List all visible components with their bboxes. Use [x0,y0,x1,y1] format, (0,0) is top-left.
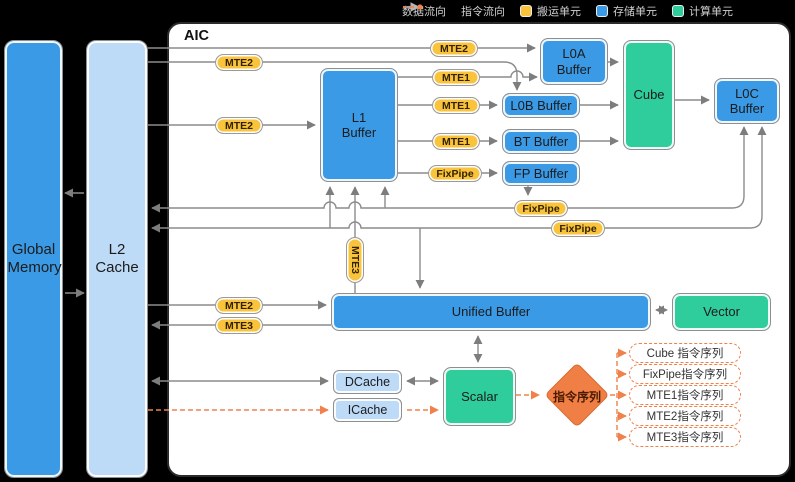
fixpipe-pill-out2: FixPipe [551,220,605,237]
mte1-pill-l0a: MTE1 [432,69,480,86]
compute-unit-swatch [672,5,684,17]
mte2-pill-l0b: MTE2 [215,54,263,71]
storage-unit-swatch [596,5,608,17]
icache-label: ICache [347,402,388,417]
legend-item-transfer-unit: 搬运单元 [520,3,581,19]
cube-label: Cube [633,87,665,103]
l0a-buffer-box: L0A Buffer [540,38,608,85]
global-memory-label: Global Memory [7,241,62,276]
legend-item-compute-unit: 计算单元 [672,3,733,19]
mte3-instruction-queue: MTE3指令序列 [629,427,741,447]
edge-l0c-fixpipe2 [605,126,767,229]
unified-buffer-label: Unified Buffer [451,304,531,320]
cube-box: Cube [623,40,675,150]
mte3-pill-l1: MTE3 [346,237,364,283]
legend-item-storage-unit: 存储单元 [596,3,657,19]
l0b-buffer-label: L0B Buffer [510,97,572,113]
l0c-buffer-box: L0C Buffer [714,78,780,124]
l1-buffer-box: L1 Buffer [320,68,398,182]
mte2-pill-unified: MTE2 [215,297,263,314]
legend-instruction-flow-label: 指令流向 [461,6,505,18]
fixpipe-pill-fp: FixPipe [428,165,482,182]
l1-buffer-label: L1 Buffer [341,109,377,140]
mte2-instruction-queue: MTE2指令序列 [629,406,741,426]
legend-compute-unit-label: 计算单元 [689,6,733,18]
mte1-pill-l0b: MTE1 [432,97,480,114]
legend: 数据流向 指令流向 搬运单元 存储单元 计算单元 [402,2,733,20]
dcache-label: DCache [344,374,391,389]
mte2-pill-l0a: MTE2 [430,40,478,57]
l2-cache-label: L2 Cache [95,241,139,276]
bt-buffer-box: BT Buffer [502,129,580,154]
cube-instruction-queue: Cube 指令序列 [629,343,741,363]
edge-fixpipe1-to-l2 [151,201,514,213]
mte1-instruction-queue: MTE1指令序列 [629,385,741,405]
vector-label: Vector [703,304,740,320]
bt-buffer-label: BT Buffer [513,133,569,149]
edge-l1-mte1-l0a [398,70,538,82]
global-memory-box: Global Memory [4,40,63,478]
icache-box: ICache [333,398,402,422]
l0b-buffer-box: L0B Buffer [502,93,580,118]
scalar-box: Scalar [443,367,516,426]
edge-l0c-fixpipe1 [568,126,749,209]
aic-title: AIC [184,28,209,44]
instruction-dispatch-label: 指令序列 [552,390,601,404]
fp-buffer-box: FP Buffer [502,161,580,186]
mte1-pill-bt: MTE1 [432,133,480,150]
fixpipe-pill-out1: FixPipe [514,200,568,217]
transfer-unit-swatch [520,5,532,17]
fixpipe-instruction-queue: FixPipe指令序列 [629,364,741,384]
edge-fixpipe2-to-l2 [151,221,551,233]
scalar-label: Scalar [461,388,498,404]
dcache-box: DCache [333,370,402,394]
l0a-buffer-label: L0A Buffer [556,46,592,77]
legend-transfer-unit-label: 搬运单元 [537,6,581,18]
mte2-pill-l1: MTE2 [215,117,263,134]
unified-buffer-box: Unified Buffer [331,293,651,331]
fp-buffer-label: FP Buffer [513,165,569,181]
l0c-buffer-label: L0C Buffer [729,85,765,116]
mte3-pill-l2: MTE3 [215,317,263,334]
edge-l2-mte2-l0b [148,61,522,91]
instruction-flow-arrow-icon [403,4,423,10]
legend-storage-unit-label: 存储单元 [613,6,657,18]
l2-cache-box: L2 Cache [86,40,148,478]
vector-box: Vector [672,293,771,331]
